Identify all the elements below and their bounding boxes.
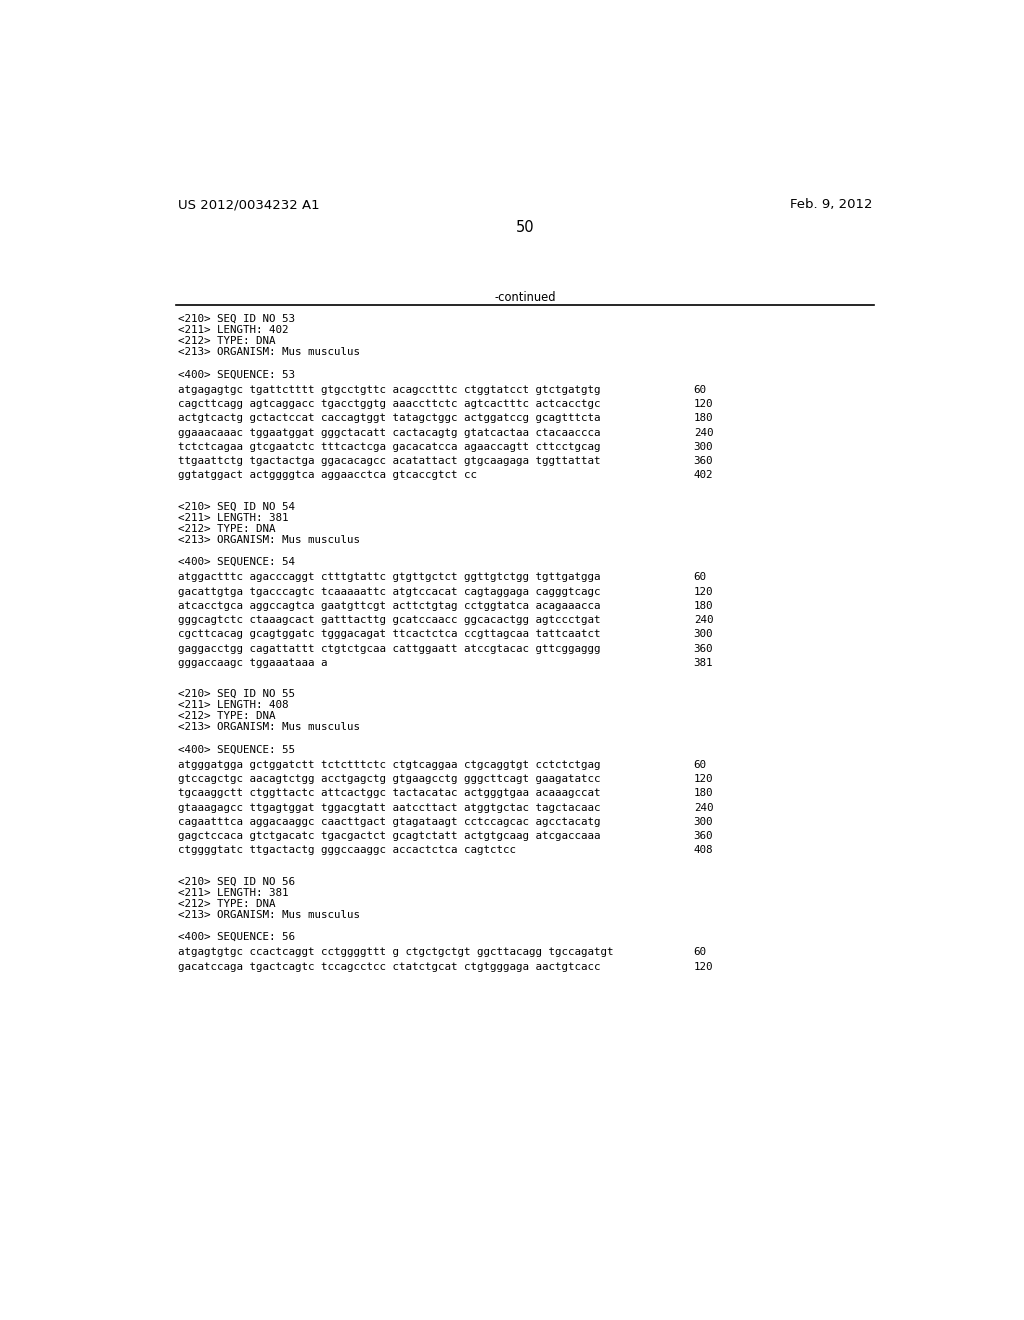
Text: <400> SEQUENCE: 53: <400> SEQUENCE: 53 [178, 370, 295, 379]
Text: 240: 240 [693, 428, 714, 437]
Text: 60: 60 [693, 760, 707, 770]
Text: ttgaattctg tgactactga ggacacagcc acatattact gtgcaagaga tggttattat: ttgaattctg tgactactga ggacacagcc acatatt… [178, 455, 601, 466]
Text: atgggatgga gctggatctt tctctttctc ctgtcaggaa ctgcaggtgt cctctctgag: atgggatgga gctggatctt tctctttctc ctgtcag… [178, 760, 601, 770]
Text: 402: 402 [693, 470, 714, 480]
Text: 300: 300 [693, 817, 714, 826]
Text: cagaatttca aggacaaggc caacttgact gtagataagt cctccagcac agcctacatg: cagaatttca aggacaaggc caacttgact gtagata… [178, 817, 601, 826]
Text: <212> TYPE: DNA: <212> TYPE: DNA [178, 337, 275, 346]
Text: <213> ORGANISM: Mus musculus: <213> ORGANISM: Mus musculus [178, 722, 360, 733]
Text: 60: 60 [693, 385, 707, 395]
Text: 60: 60 [693, 948, 707, 957]
Text: US 2012/0034232 A1: US 2012/0034232 A1 [178, 198, 319, 211]
Text: tgcaaggctt ctggttactc attcactggc tactacatac actgggtgaa acaaagccat: tgcaaggctt ctggttactc attcactggc tactaca… [178, 788, 601, 799]
Text: ggaaacaaac tggaatggat gggctacatt cactacagtg gtatcactaa ctacaaccca: ggaaacaaac tggaatggat gggctacatt cactaca… [178, 428, 601, 437]
Text: 408: 408 [693, 845, 714, 855]
Text: 300: 300 [693, 442, 714, 451]
Text: ggtatggact actggggtca aggaacctca gtcaccgtct cc: ggtatggact actggggtca aggaacctca gtcaccg… [178, 470, 477, 480]
Text: <400> SEQUENCE: 54: <400> SEQUENCE: 54 [178, 557, 295, 566]
Text: gagctccaca gtctgacatc tgacgactct gcagtctatt actgtgcaag atcgaccaaa: gagctccaca gtctgacatc tgacgactct gcagtct… [178, 832, 601, 841]
Text: gtccagctgc aacagtctgg acctgagctg gtgaagcctg gggcttcagt gaagatatcc: gtccagctgc aacagtctgg acctgagctg gtgaagc… [178, 774, 601, 784]
Text: <213> ORGANISM: Mus musculus: <213> ORGANISM: Mus musculus [178, 909, 360, 920]
Text: atgagtgtgc ccactcaggt cctggggttt g ctgctgctgt ggcttacagg tgccagatgt: atgagtgtgc ccactcaggt cctggggttt g ctgct… [178, 948, 613, 957]
Text: <213> ORGANISM: Mus musculus: <213> ORGANISM: Mus musculus [178, 347, 360, 358]
Text: <210> SEQ ID NO 54: <210> SEQ ID NO 54 [178, 502, 295, 511]
Text: 180: 180 [693, 413, 714, 424]
Text: atcacctgca aggccagtca gaatgttcgt acttctgtag cctggtatca acagaaacca: atcacctgca aggccagtca gaatgttcgt acttctg… [178, 601, 601, 611]
Text: 360: 360 [693, 832, 714, 841]
Text: 300: 300 [693, 630, 714, 639]
Text: <212> TYPE: DNA: <212> TYPE: DNA [178, 524, 275, 533]
Text: gacattgtga tgacccagtc tcaaaaattc atgtccacat cagtaggaga cagggtcagc: gacattgtga tgacccagtc tcaaaaattc atgtcca… [178, 586, 601, 597]
Text: 120: 120 [693, 586, 714, 597]
Text: 240: 240 [693, 803, 714, 813]
Text: 50: 50 [515, 220, 535, 235]
Text: <210> SEQ ID NO 53: <210> SEQ ID NO 53 [178, 314, 295, 323]
Text: <210> SEQ ID NO 56: <210> SEQ ID NO 56 [178, 876, 295, 887]
Text: 120: 120 [693, 961, 714, 972]
Text: gtaaagagcc ttgagtggat tggacgtatt aatccttact atggtgctac tagctacaac: gtaaagagcc ttgagtggat tggacgtatt aatcctt… [178, 803, 601, 813]
Text: 120: 120 [693, 399, 714, 409]
Text: <211> LENGTH: 381: <211> LENGTH: 381 [178, 887, 289, 898]
Text: ctggggtatc ttgactactg gggccaaggc accactctca cagtctcc: ctggggtatc ttgactactg gggccaaggc accactc… [178, 845, 516, 855]
Text: <211> LENGTH: 408: <211> LENGTH: 408 [178, 700, 289, 710]
Text: gggcagtctc ctaaagcact gatttacttg gcatccaacc ggcacactgg agtccctgat: gggcagtctc ctaaagcact gatttacttg gcatcca… [178, 615, 601, 624]
Text: 381: 381 [693, 657, 714, 668]
Text: gggaccaagc tggaaataaa a: gggaccaagc tggaaataaa a [178, 657, 328, 668]
Text: <211> LENGTH: 381: <211> LENGTH: 381 [178, 512, 289, 523]
Text: -continued: -continued [494, 290, 556, 304]
Text: <400> SEQUENCE: 55: <400> SEQUENCE: 55 [178, 744, 295, 754]
Text: 360: 360 [693, 644, 714, 653]
Text: tctctcagaa gtcgaatctc tttcactcga gacacatcca agaaccagtt cttcctgcag: tctctcagaa gtcgaatctc tttcactcga gacacat… [178, 442, 601, 451]
Text: <213> ORGANISM: Mus musculus: <213> ORGANISM: Mus musculus [178, 535, 360, 545]
Text: 360: 360 [693, 455, 714, 466]
Text: <210> SEQ ID NO 55: <210> SEQ ID NO 55 [178, 689, 295, 698]
Text: <400> SEQUENCE: 56: <400> SEQUENCE: 56 [178, 932, 295, 942]
Text: gacatccaga tgactcagtc tccagcctcc ctatctgcat ctgtgggaga aactgtcacc: gacatccaga tgactcagtc tccagcctcc ctatctg… [178, 961, 601, 972]
Text: cgcttcacag gcagtggatc tgggacagat ttcactctca ccgttagcaa tattcaatct: cgcttcacag gcagtggatc tgggacagat ttcactc… [178, 630, 601, 639]
Text: atgagagtgc tgattctttt gtgcctgttc acagcctttc ctggtatcct gtctgatgtg: atgagagtgc tgattctttt gtgcctgttc acagcct… [178, 385, 601, 395]
Text: 60: 60 [693, 573, 707, 582]
Text: 180: 180 [693, 788, 714, 799]
Text: gaggacctgg cagattattt ctgtctgcaa cattggaatt atccgtacac gttcggaggg: gaggacctgg cagattattt ctgtctgcaa cattgga… [178, 644, 601, 653]
Text: 240: 240 [693, 615, 714, 624]
Text: <212> TYPE: DNA: <212> TYPE: DNA [178, 711, 275, 721]
Text: <212> TYPE: DNA: <212> TYPE: DNA [178, 899, 275, 908]
Text: atggactttc agacccaggt ctttgtattc gtgttgctct ggttgtctgg tgttgatgga: atggactttc agacccaggt ctttgtattc gtgttgc… [178, 573, 601, 582]
Text: Feb. 9, 2012: Feb. 9, 2012 [790, 198, 872, 211]
Text: 120: 120 [693, 774, 714, 784]
Text: 180: 180 [693, 601, 714, 611]
Text: actgtcactg gctactccat caccagtggt tatagctggc actggatccg gcagtttcta: actgtcactg gctactccat caccagtggt tatagct… [178, 413, 601, 424]
Text: <211> LENGTH: 402: <211> LENGTH: 402 [178, 325, 289, 335]
Text: cagcttcagg agtcaggacc tgacctggtg aaaccttctc agtcactttc actcacctgc: cagcttcagg agtcaggacc tgacctggtg aaacctt… [178, 399, 601, 409]
